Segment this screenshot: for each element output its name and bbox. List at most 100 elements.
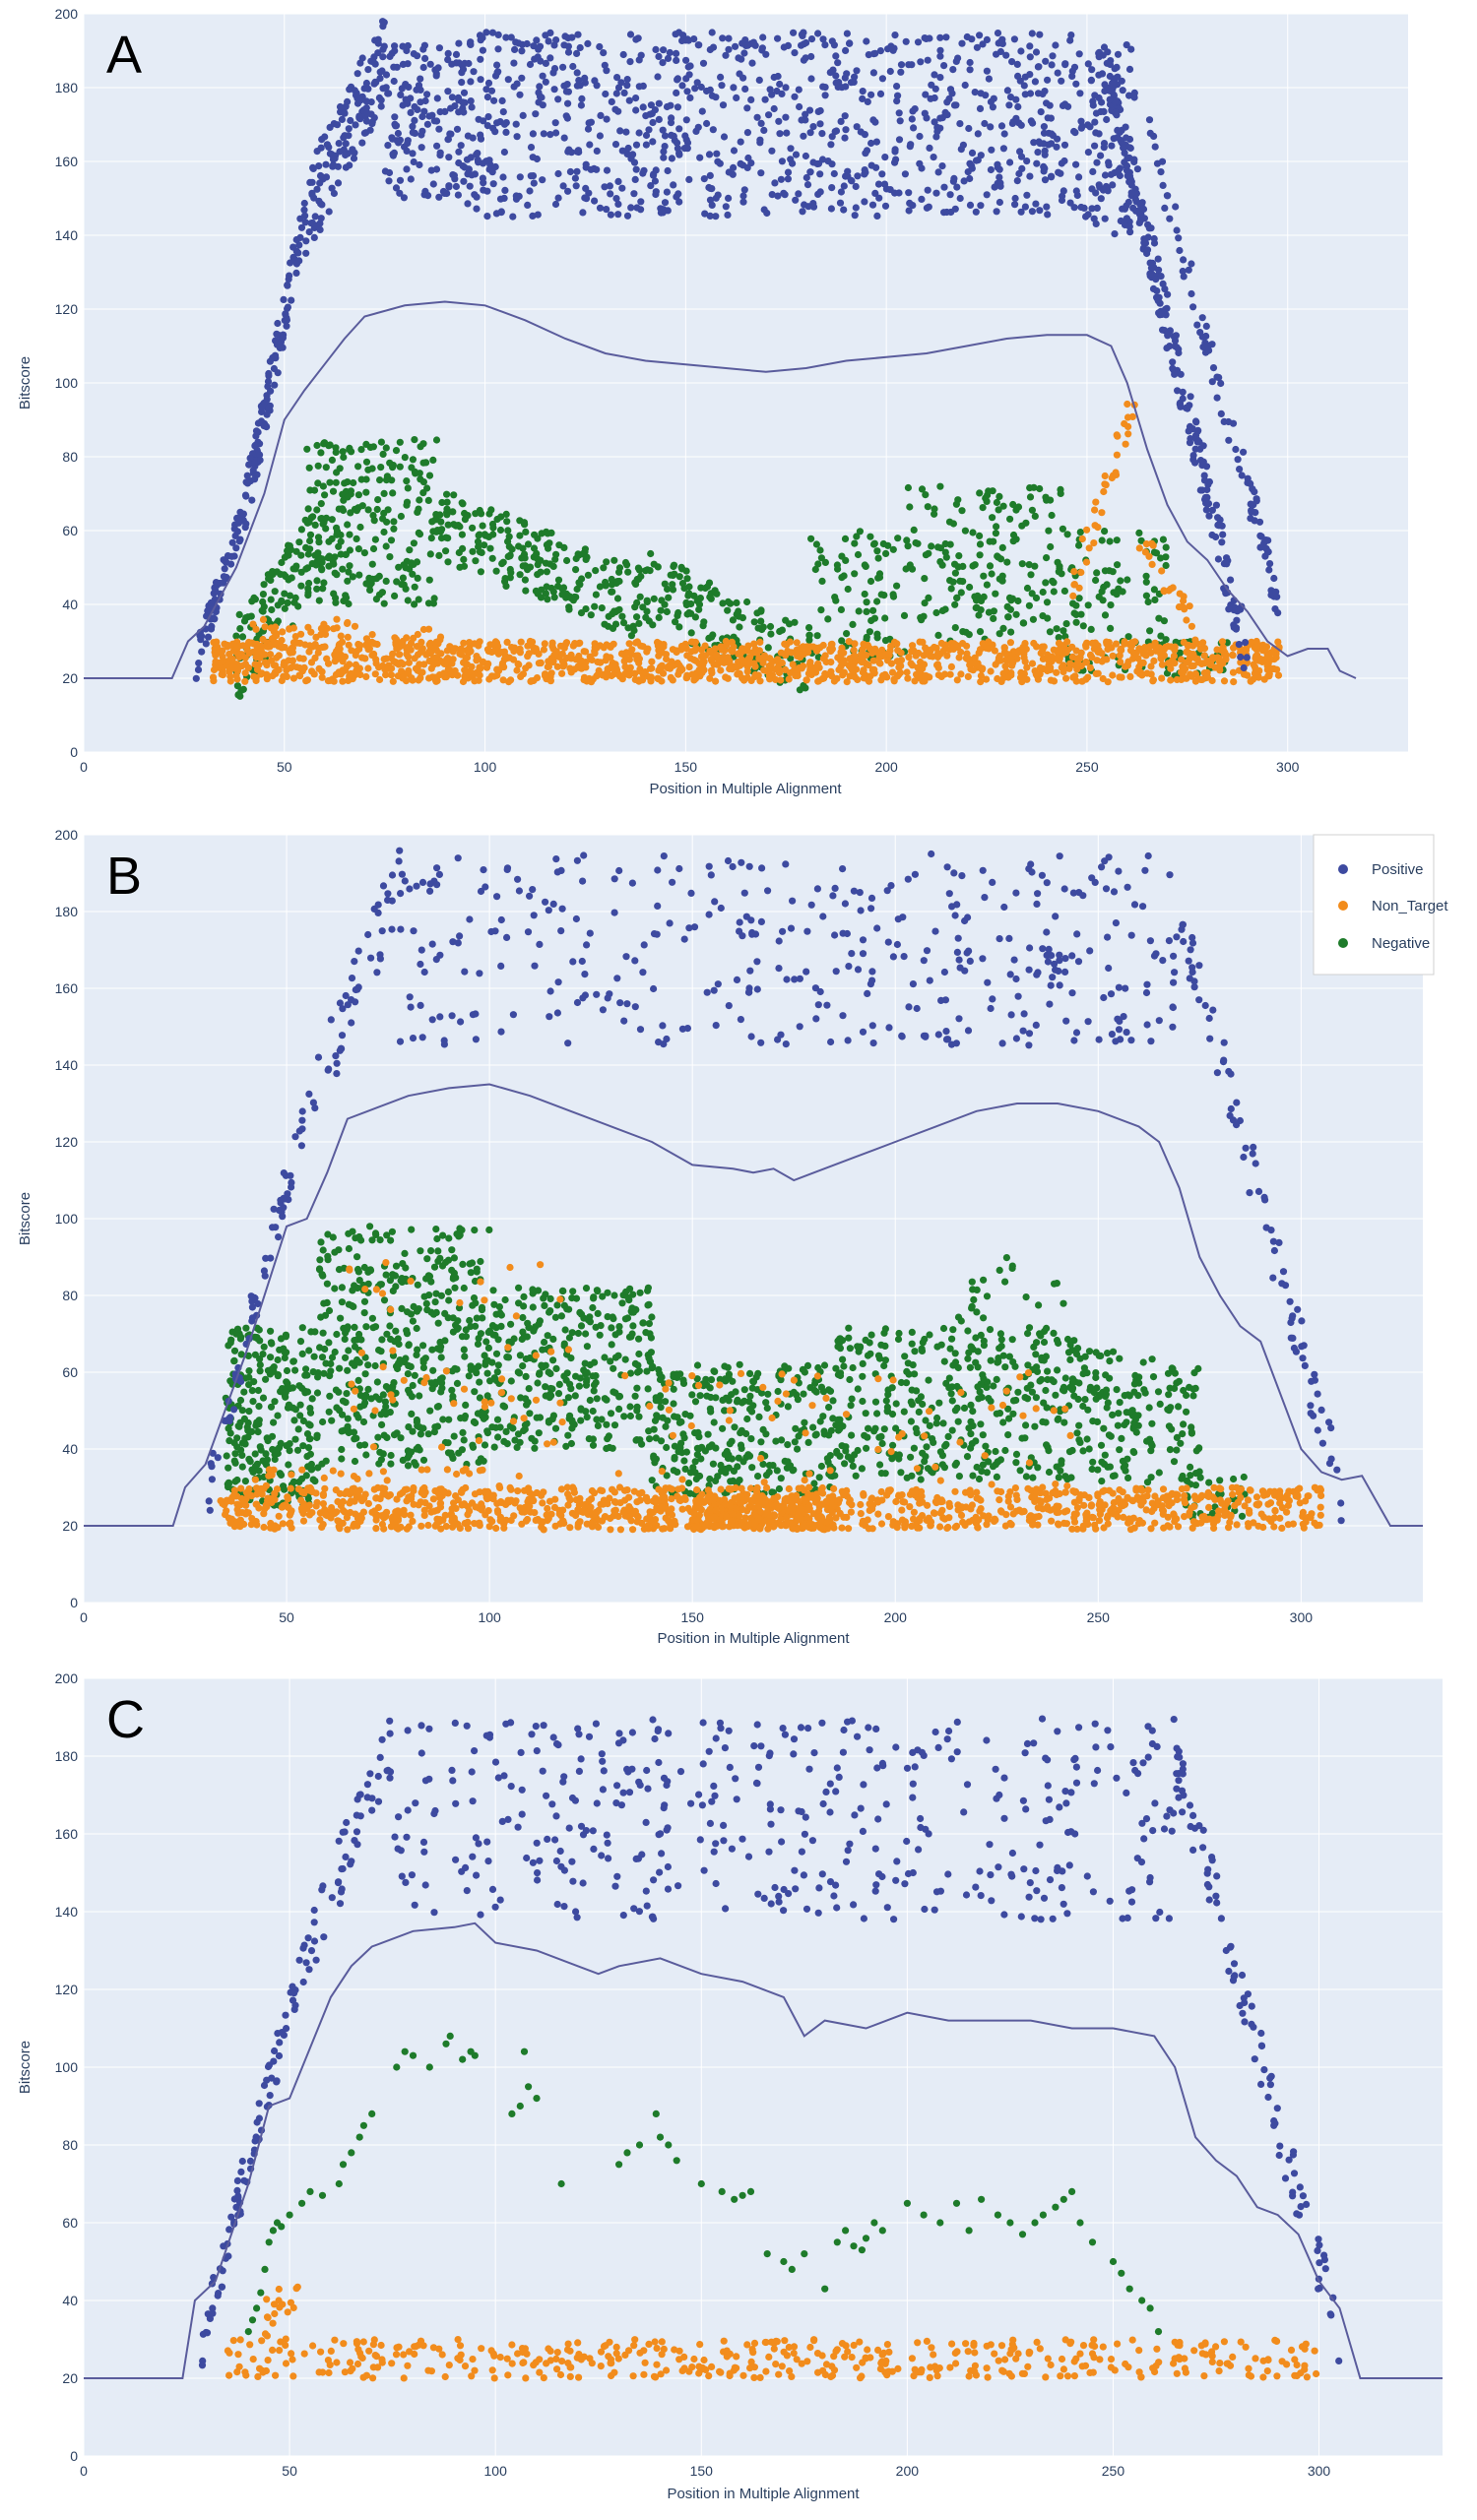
point-non-target-a bbox=[1073, 665, 1081, 673]
point-negative-a bbox=[922, 551, 931, 559]
point-non-target-a bbox=[517, 638, 525, 646]
point-non-target-a bbox=[1158, 567, 1166, 575]
point-negative-a bbox=[1047, 542, 1055, 551]
point-non-target-a bbox=[1095, 647, 1103, 655]
point-non-target-a bbox=[286, 625, 293, 633]
point-positive-a bbox=[1026, 53, 1034, 61]
point-negative-a bbox=[650, 595, 658, 602]
point-non-target-a bbox=[890, 638, 899, 647]
point-positive-a bbox=[632, 165, 640, 173]
point-negative-a bbox=[432, 436, 441, 444]
point-non-target-a bbox=[382, 671, 390, 679]
point-non-target-a bbox=[289, 639, 297, 647]
point-positive-a bbox=[958, 39, 966, 47]
point-negative-b bbox=[289, 1357, 297, 1365]
point-negative-b bbox=[274, 1412, 282, 1419]
point-positive-a bbox=[1193, 321, 1201, 329]
point-negative-a bbox=[936, 558, 944, 566]
point-positive-a bbox=[318, 136, 326, 144]
point-negative-a bbox=[992, 590, 999, 598]
point-positive-a bbox=[551, 200, 560, 209]
point-positive-a bbox=[725, 34, 733, 42]
point-positive-a bbox=[655, 52, 663, 61]
point-negative-a bbox=[414, 574, 421, 583]
point-positive-a bbox=[1212, 533, 1220, 541]
point-positive-a bbox=[791, 49, 799, 57]
point-non-target-a bbox=[1191, 636, 1199, 644]
point-positive-a bbox=[446, 130, 454, 138]
point-negative-a bbox=[423, 484, 431, 492]
point-positive-a bbox=[1155, 266, 1163, 274]
point-positive-a bbox=[895, 136, 904, 144]
point-negative-a bbox=[816, 546, 824, 554]
y-tick-label-a: 140 bbox=[55, 227, 79, 243]
point-negative-a bbox=[501, 575, 509, 583]
point-positive-a bbox=[596, 204, 605, 212]
point-negative-b bbox=[368, 1314, 376, 1322]
point-positive-a bbox=[924, 56, 931, 64]
point-negative-a bbox=[390, 525, 398, 533]
point-negative-a bbox=[867, 577, 875, 586]
point-non-target-a bbox=[969, 660, 978, 667]
point-negative-a bbox=[1106, 537, 1114, 545]
point-negative-a bbox=[297, 526, 305, 534]
point-non-target-a bbox=[850, 663, 858, 671]
point-non-target-a bbox=[620, 652, 629, 660]
y-tick-label-a: 20 bbox=[62, 670, 78, 686]
point-positive-a bbox=[597, 111, 605, 119]
point-non-target-a bbox=[1200, 652, 1208, 660]
point-non-target-a bbox=[608, 662, 615, 670]
point-positive-a bbox=[1058, 196, 1066, 205]
point-negative-a bbox=[976, 551, 984, 559]
point-negative-a bbox=[395, 563, 403, 571]
point-negative-b bbox=[254, 1428, 262, 1436]
point-positive-a bbox=[896, 117, 904, 125]
point-negative-a bbox=[259, 591, 267, 598]
point-positive-a bbox=[1034, 90, 1043, 97]
point-non-target-a bbox=[691, 647, 699, 655]
point-positive-a bbox=[999, 145, 1008, 153]
point-negative-b bbox=[378, 1420, 386, 1428]
point-positive-a bbox=[931, 71, 938, 79]
point-positive-a bbox=[686, 94, 694, 101]
point-negative-a bbox=[936, 482, 944, 490]
point-non-target-a bbox=[345, 641, 353, 649]
point-negative-b bbox=[290, 1417, 298, 1424]
point-positive-a bbox=[241, 524, 249, 532]
point-positive-a bbox=[1030, 139, 1038, 147]
point-positive-a bbox=[1119, 205, 1126, 213]
point-positive-a bbox=[844, 172, 852, 180]
point-positive-a bbox=[542, 59, 550, 67]
point-negative-a bbox=[442, 547, 450, 555]
point-positive-a bbox=[698, 107, 706, 115]
point-negative-a bbox=[1059, 525, 1066, 533]
point-positive-a bbox=[325, 208, 333, 216]
point-non-target-a bbox=[700, 666, 708, 674]
point-negative-b bbox=[245, 1408, 253, 1416]
point-negative-b bbox=[423, 1255, 431, 1263]
point-negative-a bbox=[319, 482, 327, 490]
point-positive-a bbox=[943, 98, 951, 106]
point-positive-a bbox=[368, 120, 376, 128]
point-negative-a bbox=[403, 477, 411, 485]
point-negative-a bbox=[869, 540, 878, 548]
point-positive-a bbox=[963, 32, 971, 41]
point-positive-a bbox=[499, 173, 507, 181]
point-non-target-a bbox=[213, 638, 221, 646]
point-positive-a bbox=[758, 44, 767, 52]
point-negative-b bbox=[304, 1444, 313, 1452]
point-negative-a bbox=[877, 591, 885, 598]
point-non-target-a bbox=[297, 630, 305, 638]
point-negative-a bbox=[629, 622, 637, 630]
point-negative-a bbox=[347, 509, 354, 517]
point-positive-a bbox=[1052, 41, 1060, 49]
point-positive-a bbox=[510, 83, 518, 91]
point-positive-a bbox=[564, 99, 572, 107]
point-positive-a bbox=[1131, 195, 1139, 203]
point-negative-b bbox=[225, 1437, 233, 1445]
point-positive-a bbox=[968, 161, 976, 169]
point-negative-b bbox=[336, 1364, 344, 1372]
point-positive-a bbox=[579, 209, 587, 217]
point-positive-a bbox=[682, 56, 690, 64]
point-positive-a bbox=[542, 78, 549, 86]
